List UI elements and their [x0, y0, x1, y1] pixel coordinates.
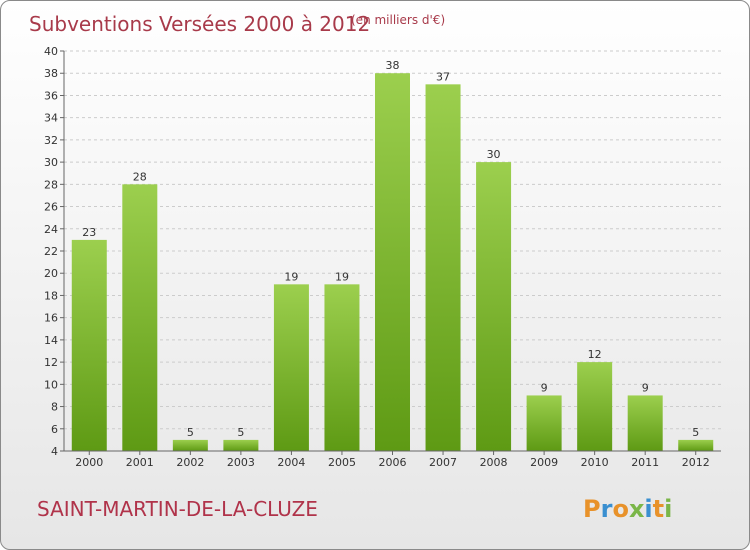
bar	[526, 395, 562, 451]
y-tick-label: 40	[44, 45, 58, 58]
bar	[627, 395, 663, 451]
proxiti-logo-text: Proxiti	[583, 495, 672, 523]
x-tick-label: 2008	[480, 456, 508, 469]
logo-letter: r	[601, 495, 613, 523]
bar	[223, 439, 259, 451]
bar	[122, 184, 158, 452]
bar	[71, 239, 107, 451]
data-label: 19	[335, 270, 349, 283]
data-label: 28	[133, 170, 147, 183]
y-tick-label: 28	[44, 178, 58, 191]
data-label: 23	[82, 226, 96, 239]
y-tick-label: 6	[51, 423, 58, 436]
x-tick-label: 2011	[631, 456, 659, 469]
logo-letter: P	[583, 495, 601, 523]
data-label: 19	[284, 270, 298, 283]
data-label: 37	[436, 70, 450, 83]
x-tick-label: 2002	[176, 456, 204, 469]
data-label: 5	[237, 426, 244, 439]
logo-letter: x	[629, 495, 645, 523]
y-tick-label: 18	[44, 289, 58, 302]
x-tick-label: 2006	[379, 456, 407, 469]
data-label: 9	[642, 381, 649, 394]
y-tick-label: 16	[44, 312, 58, 325]
logo-letter: i	[664, 495, 672, 523]
y-tick-label: 38	[44, 67, 58, 80]
logo-letter: o	[612, 495, 629, 523]
bar	[172, 439, 208, 451]
bar	[476, 162, 512, 451]
x-tick-label: 2009	[530, 456, 558, 469]
x-tick-label: 2005	[328, 456, 356, 469]
bar	[425, 84, 461, 451]
bar	[577, 362, 613, 451]
y-tick-label: 14	[44, 334, 58, 347]
data-label: 12	[588, 348, 602, 361]
x-tick-label: 2007	[429, 456, 457, 469]
y-axis: 4 6 8 10 12 14 16 18 20 22 24 26 28 30 32 34 36 38 40	[44, 45, 65, 458]
y-tick-label: 36	[44, 89, 58, 102]
data-label: 38	[386, 59, 400, 72]
data-label: 5	[187, 426, 194, 439]
bar	[273, 284, 309, 451]
y-tick-label: 20	[44, 267, 58, 280]
logo-letter: i	[644, 495, 652, 523]
x-axis: 2000 2001 2002 2003 2004 2005 2006 2007 2008 2009…	[64, 450, 721, 469]
proxiti-logo: Proxiti	[583, 495, 672, 523]
commune-name: SAINT-MARTIN-DE-LA-CLUZE	[37, 497, 318, 521]
x-tick-label: 2000	[75, 456, 103, 469]
y-tick-label: 32	[44, 134, 58, 147]
data-labels: 23 28 5 5 19 19 38 37 30 9 12 9 5	[82, 59, 699, 439]
y-tick-label: 4	[51, 445, 58, 458]
bar	[678, 439, 714, 451]
y-tick-label: 24	[44, 223, 58, 236]
bar	[324, 284, 360, 451]
x-tick-label: 2003	[227, 456, 255, 469]
logo-letter: t	[653, 495, 664, 523]
y-tick-label: 26	[44, 201, 58, 214]
y-tick-label: 8	[51, 401, 58, 414]
x-tick-label: 2004	[277, 456, 305, 469]
bar	[375, 73, 410, 451]
x-tick-label: 2001	[126, 456, 154, 469]
y-tick-label: 12	[44, 356, 58, 369]
x-tick-label: 2010	[581, 456, 609, 469]
data-label: 9	[541, 381, 548, 394]
data-label: 5	[692, 426, 699, 439]
data-label: 30	[487, 148, 501, 161]
bars	[71, 73, 714, 452]
y-tick-label: 22	[44, 245, 58, 258]
y-tick-label: 34	[44, 112, 58, 125]
gridlines	[64, 50, 721, 452]
y-tick-label: 10	[44, 378, 58, 391]
chart-title: Subventions Versées 2000 à 2012	[29, 12, 370, 36]
y-tick-label: 30	[44, 156, 58, 169]
x-tick-label: 2012	[682, 456, 710, 469]
chart-unit-label: (en milliers d'€)	[351, 13, 445, 27]
